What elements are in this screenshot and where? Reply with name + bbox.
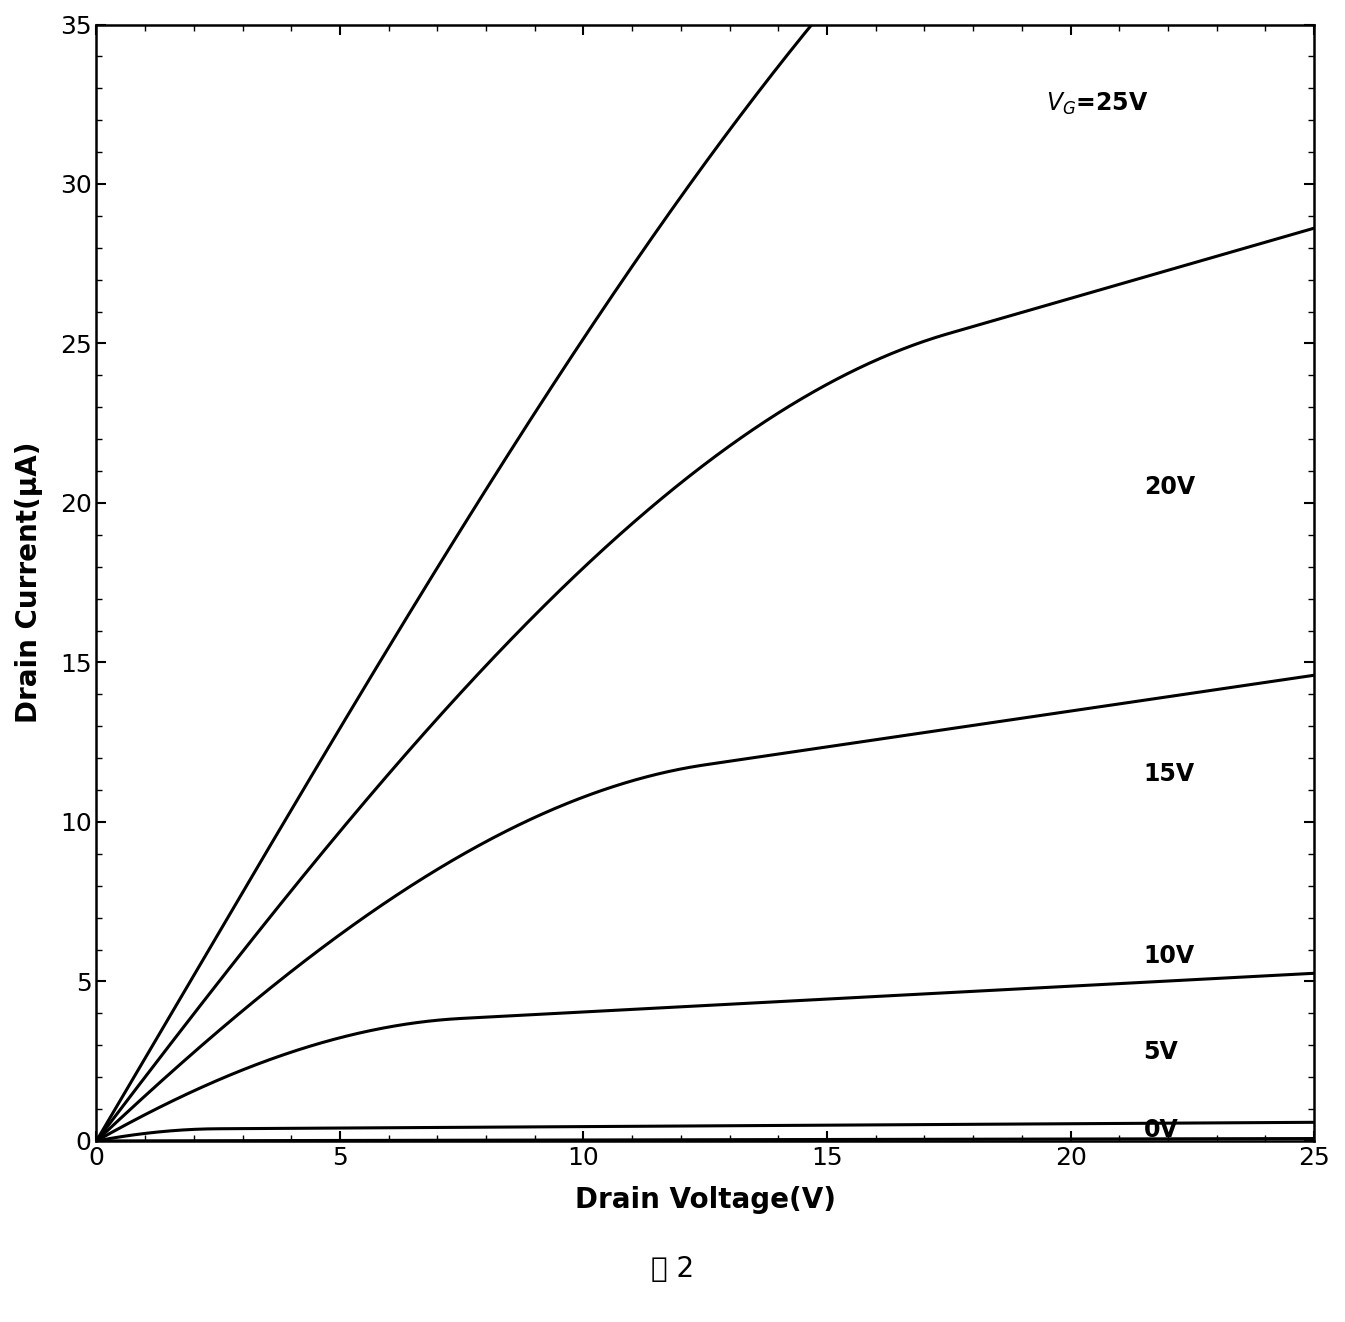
Y-axis label: Drain Current(μA): Drain Current(μA) [15,442,43,723]
Text: 图 2: 图 2 [651,1255,694,1284]
Text: $V_G$=25V: $V_G$=25V [1046,91,1149,118]
Text: 5V: 5V [1143,1039,1178,1064]
Text: 20V: 20V [1143,475,1194,498]
Text: 10V: 10V [1143,944,1194,968]
Text: 0V: 0V [1143,1118,1178,1142]
X-axis label: Drain Voltage(V): Drain Voltage(V) [574,1186,835,1215]
Text: 15V: 15V [1143,761,1194,787]
